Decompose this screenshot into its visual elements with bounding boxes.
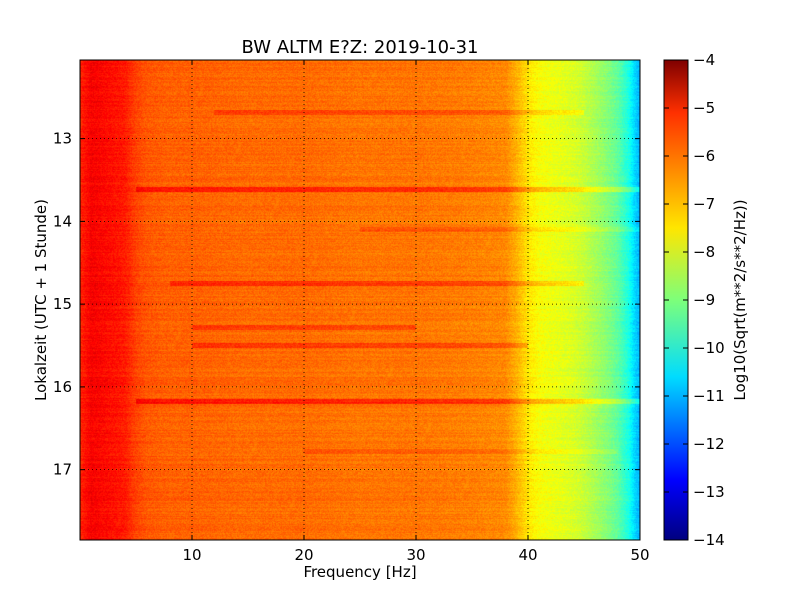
colorbar-label: Log10(Sqrt(m**2/s**2/Hz)) bbox=[731, 199, 749, 400]
y-tick-label: 16 bbox=[53, 378, 72, 396]
colorbar-tick-label: −11 bbox=[693, 387, 725, 405]
x-tick-label: 10 bbox=[182, 546, 201, 564]
colorbar-tick-label: −12 bbox=[693, 435, 725, 453]
x-tick-label: 30 bbox=[406, 546, 425, 564]
colorbar-tick-label: −14 bbox=[693, 531, 725, 549]
y-axis-ticks: 13 14 15 16 17 bbox=[53, 130, 640, 479]
y-tick-label: 14 bbox=[53, 212, 72, 230]
colorbar-tick-label: −10 bbox=[693, 339, 725, 357]
spectrogram-heatmap bbox=[80, 60, 640, 540]
y-axis-label: Lokalzeit (UTC + 1 Stunde) bbox=[32, 199, 50, 401]
colorbar-tick-label: −8 bbox=[693, 243, 715, 261]
colorbar-tick-label: −7 bbox=[693, 195, 715, 213]
heatmap-image bbox=[80, 60, 640, 540]
colorbar: −4 −5 −6 −7 −8 −9 −10 −11 −12 −13 −14 Log10(Sqrt(m… bbox=[663, 51, 749, 549]
colorbar-tick-label: −13 bbox=[693, 483, 725, 501]
x-tick-label: 20 bbox=[294, 546, 313, 564]
chart-title: BW ALTM E?Z: 2019-10-31 bbox=[242, 37, 479, 58]
colorbar-tick-label: −6 bbox=[693, 147, 715, 165]
y-tick-label: 17 bbox=[53, 461, 72, 479]
x-axis-label: Frequency [Hz] bbox=[303, 563, 416, 581]
x-tick-label: 50 bbox=[630, 546, 649, 564]
colorbar-tick-label: −4 bbox=[693, 51, 715, 69]
colorbar-tick-label: −9 bbox=[693, 291, 715, 309]
x-tick-label: 40 bbox=[518, 546, 537, 564]
y-tick-label: 13 bbox=[53, 130, 72, 148]
colorbar-ticks: −4 −5 −6 −7 −8 −9 −10 −11 −12 −13 −14 bbox=[664, 51, 725, 549]
y-tick-label: 15 bbox=[53, 295, 72, 313]
x-axis-ticks: 10 20 30 40 50 bbox=[182, 60, 650, 564]
plot-frame bbox=[79, 59, 641, 541]
colorbar-tick-label: −5 bbox=[693, 99, 715, 117]
